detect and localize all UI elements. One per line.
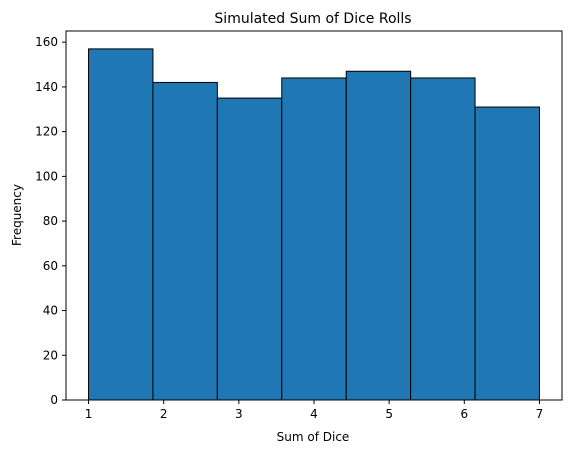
histogram-bar [281, 77, 347, 401]
y-tick-label: 80 [43, 214, 58, 228]
chart-title: Simulated Sum of Dice Rolls [214, 11, 411, 27]
x-tick-label: 1 [85, 407, 93, 421]
histogram-bar [88, 48, 154, 401]
x-tick-label: 2 [160, 407, 168, 421]
y-tick-label: 120 [35, 125, 58, 139]
x-axis: 1 2 3 4 5 6 7 [85, 400, 544, 421]
y-axis: 0 20 40 60 80 100 120 140 160 [35, 35, 66, 407]
x-tick-label: 3 [235, 407, 243, 421]
y-tick-label: 0 [50, 393, 58, 407]
x-axis-label: Sum of Dice [277, 430, 350, 444]
histogram-bar [216, 97, 283, 401]
histogram-bar [152, 81, 218, 401]
bars-layer [88, 48, 540, 401]
y-axis-label: Frequency [10, 184, 24, 246]
x-tick-label: 6 [460, 407, 468, 421]
histogram-bar [345, 70, 412, 401]
y-tick-label: 140 [35, 80, 58, 94]
x-tick-label: 4 [310, 407, 318, 421]
y-tick-label: 160 [35, 35, 58, 49]
y-tick-label: 20 [43, 348, 58, 362]
histogram-bar [474, 106, 540, 401]
y-tick-label: 60 [43, 259, 58, 273]
y-tick-label: 100 [35, 169, 58, 183]
x-tick-label: 7 [536, 407, 544, 421]
y-tick-label: 40 [43, 304, 58, 318]
histogram-bar [410, 77, 476, 401]
x-tick-label: 5 [385, 407, 393, 421]
